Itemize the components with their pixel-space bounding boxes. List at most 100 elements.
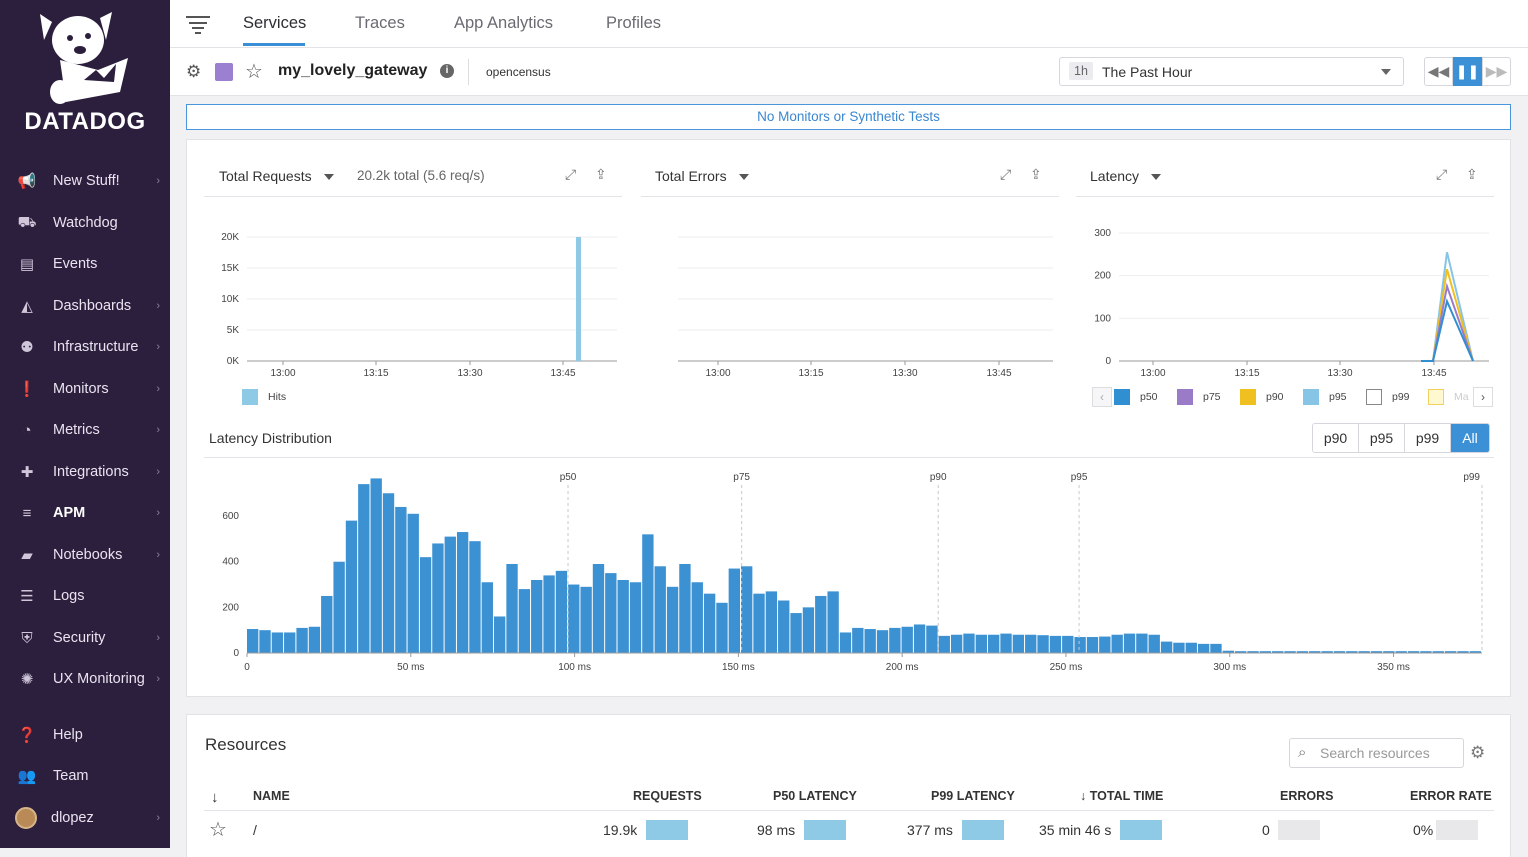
sidebar-item-ux-monitoring[interactable]: ✺ UX Monitoring › (0, 659, 170, 699)
sidebar-item-dashboards[interactable]: ◭ Dashboards › (0, 286, 170, 326)
histogram-bar (629, 582, 642, 653)
histogram-bar (938, 635, 950, 653)
histogram-bar (1099, 636, 1111, 653)
search-input[interactable] (1320, 745, 1460, 761)
chevron-down-icon (323, 174, 334, 181)
legend-p50[interactable]: p50 (1114, 389, 1158, 405)
chevron-right-icon: › (156, 341, 160, 353)
sort-arrow-icon[interactable]: ↓ (211, 789, 219, 806)
tab-services[interactable]: Services (243, 14, 307, 32)
legend-p95[interactable]: p95 (1303, 389, 1347, 405)
star-icon[interactable]: ☆ (245, 61, 263, 83)
col-p50-latency[interactable]: P50 LATENCY (773, 789, 857, 803)
tab-traces[interactable]: Traces (355, 14, 405, 32)
chevron-down-icon (1381, 69, 1391, 75)
divider (204, 810, 1494, 811)
sidebar-item-integrations[interactable]: ✚ Integrations › (0, 452, 170, 492)
expand-icon[interactable]: ⤢ (565, 166, 577, 182)
export-icon[interactable]: ⇪ (1466, 166, 1478, 182)
x-tick-label: 13:00 (270, 368, 295, 379)
sidebar-item-user[interactable]: dlopez › (0, 798, 170, 838)
histogram-bar (432, 543, 444, 653)
all-button[interactable]: All (1451, 424, 1489, 452)
errors-bar (1278, 820, 1320, 840)
time-back-button[interactable]: ◀◀ (1424, 57, 1453, 86)
total-time-value: 35 min 46 s (1039, 822, 1112, 838)
histogram-bar (1432, 651, 1444, 653)
latency-graph-title[interactable]: Latency (1090, 168, 1162, 184)
sidebar-item-team[interactable]: 👥 Team (17, 768, 89, 785)
histogram-bar (1111, 634, 1123, 653)
resources-search[interactable]: ⌕ (1289, 738, 1464, 768)
tab-profiles[interactable]: Profiles (606, 14, 662, 32)
errors-graph-title[interactable]: Total Errors (655, 168, 749, 184)
legend-p99[interactable]: p99 (1366, 389, 1410, 405)
histogram-bar (778, 600, 790, 653)
menu-icon[interactable] (186, 14, 210, 34)
legend-label: p95 (1329, 391, 1347, 403)
col-name[interactable]: NAME (253, 789, 290, 803)
time-forward-button[interactable]: ▶▶ (1482, 57, 1511, 86)
chevron-right-icon: › (156, 383, 160, 395)
sidebar-item-logs[interactable]: ☰ Logs (0, 576, 170, 616)
sidebar-item-label: Events (53, 256, 98, 272)
chevron-right-icon: › (156, 466, 160, 478)
histogram-bar (1123, 633, 1136, 653)
sidebar-item-new-stuff[interactable]: 📢 New Stuff! › (0, 161, 170, 201)
sidebar-item-monitors[interactable]: ❗ Monitors › (0, 369, 170, 409)
monitors-banner[interactable]: No Monitors or Synthetic Tests (186, 104, 1511, 130)
sidebar-item-help[interactable]: ❓ Help (17, 727, 83, 744)
p90-button[interactable]: p90 (1313, 424, 1359, 452)
export-icon[interactable]: ⇪ (595, 166, 607, 182)
histogram-bar (1321, 651, 1333, 653)
megaphone-icon: 📢 (17, 173, 37, 190)
sidebar-item-watchdog[interactable]: ⛟ Watchdog (0, 203, 170, 243)
sidebar-item-label: Logs (53, 588, 85, 604)
chevron-right-icon: › (156, 632, 160, 644)
sidebar-item-apm[interactable]: ≡ APM › (0, 493, 170, 533)
info-icon[interactable]: i (440, 64, 454, 78)
legend-prev-button[interactable]: ‹ (1092, 387, 1112, 407)
expand-icon[interactable]: ⤢ (1436, 166, 1448, 182)
pause-button[interactable]: ❚❚ (1453, 57, 1482, 86)
star-icon[interactable]: ☆ (209, 819, 227, 841)
sidebar-item-events[interactable]: ▤ Events (0, 244, 170, 284)
legend-p75[interactable]: p75 (1177, 389, 1221, 405)
gear-icon[interactable]: ⚙ (1470, 743, 1486, 762)
p95-button[interactable]: p95 (1359, 424, 1405, 452)
timeframe-select[interactable]: 1h The Past Hour (1059, 57, 1404, 86)
datadog-logo[interactable]: DATADOG (0, 0, 170, 150)
sidebar-item-label: Monitors (53, 381, 109, 397)
col-error-rate[interactable]: ERROR RATE (1410, 789, 1492, 803)
help-icon: ❓ (17, 727, 37, 744)
sidebar-item-metrics[interactable]: ◔ Metrics › (0, 410, 170, 450)
legend-hits[interactable]: Hits (242, 389, 286, 405)
legend-next-button[interactable]: › (1473, 387, 1493, 407)
sidebar-item-security[interactable]: ⛨ Security › (0, 618, 170, 658)
sidebar-item-notebooks[interactable]: ▰ Notebooks › (0, 535, 170, 575)
legend-p90[interactable]: p90 (1240, 389, 1284, 405)
histogram-bar (1358, 651, 1370, 653)
col-p99-latency[interactable]: P99 LATENCY (931, 789, 1015, 803)
legend-ma[interactable]: Ma (1428, 389, 1469, 405)
sidebar: DATADOG 📢 New Stuff! › ⛟ Watchdog ▤ Events ◭ Das… (0, 0, 170, 848)
sidebar-item-infrastructure[interactable]: ⚉ Infrastructure › (0, 327, 170, 367)
avatar (15, 807, 37, 829)
col-errors[interactable]: ERRORS (1280, 789, 1334, 803)
requests-graph-title[interactable]: Total Requests (219, 168, 334, 184)
x-tick-label: 150 ms (722, 662, 755, 673)
expand-icon[interactable]: ⤢ (1000, 166, 1012, 182)
sidebar-item-label: Notebooks (53, 547, 123, 563)
divider (1076, 196, 1494, 197)
resource-name[interactable]: / (253, 822, 257, 838)
histogram-bar (1272, 651, 1284, 653)
settings-gears-icon[interactable]: ⚙ (186, 62, 202, 81)
col-total-time[interactable]: ↓ TOTAL TIME (1080, 789, 1164, 803)
col-requests[interactable]: REQUESTS (633, 789, 702, 803)
histogram-bar (1370, 651, 1383, 653)
service-name: my_lovely_gateway (278, 62, 428, 79)
p99-button[interactable]: p99 (1405, 424, 1451, 452)
histogram-bar (419, 557, 432, 653)
export-icon[interactable]: ⇪ (1030, 166, 1042, 182)
tab-app-analytics[interactable]: App Analytics (454, 14, 554, 32)
